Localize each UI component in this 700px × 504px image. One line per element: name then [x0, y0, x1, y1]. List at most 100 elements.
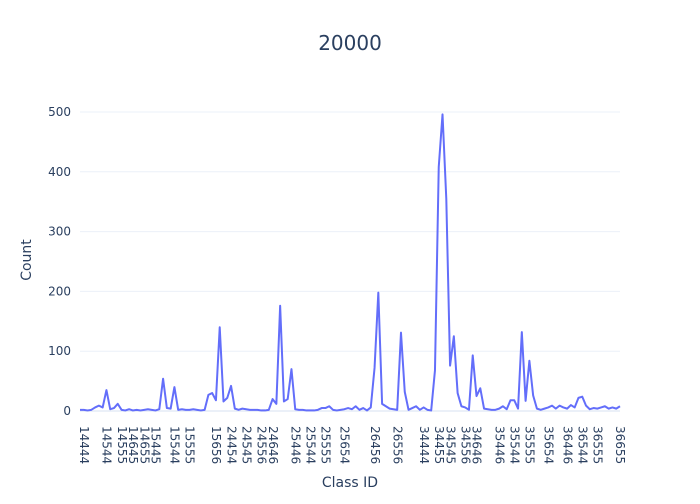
data-point[interactable]	[618, 404, 622, 408]
data-point[interactable]	[135, 408, 139, 412]
data-point[interactable]	[418, 408, 422, 412]
data-point[interactable]	[229, 384, 233, 388]
data-point[interactable]	[221, 399, 225, 403]
data-point[interactable]	[127, 407, 131, 411]
data-point[interactable]	[101, 405, 105, 409]
data-point[interactable]	[471, 353, 475, 357]
data-point[interactable]	[176, 408, 180, 412]
data-point[interactable]	[373, 366, 377, 370]
data-point[interactable]	[146, 407, 150, 411]
data-point[interactable]	[542, 407, 546, 411]
data-point[interactable]	[225, 396, 229, 400]
data-point[interactable]	[501, 404, 505, 408]
data-point[interactable]	[414, 404, 418, 408]
data-point[interactable]	[142, 408, 146, 412]
data-point[interactable]	[131, 408, 135, 412]
data-point[interactable]	[293, 407, 297, 411]
data-point[interactable]	[320, 406, 324, 410]
data-point[interactable]	[199, 408, 203, 412]
data-point[interactable]	[316, 408, 320, 412]
data-point[interactable]	[108, 407, 112, 411]
data-point[interactable]	[512, 398, 516, 402]
data-point[interactable]	[561, 405, 565, 409]
data-point[interactable]	[89, 408, 93, 412]
data-point[interactable]	[308, 408, 312, 412]
data-point[interactable]	[399, 331, 403, 335]
data-point[interactable]	[407, 408, 411, 412]
data-point[interactable]	[169, 407, 173, 411]
data-point[interactable]	[576, 396, 580, 400]
data-point[interactable]	[327, 404, 331, 408]
data-point[interactable]	[384, 404, 388, 408]
data-point[interactable]	[331, 408, 335, 412]
data-point[interactable]	[535, 407, 539, 411]
data-point[interactable]	[554, 407, 558, 411]
data-point[interactable]	[240, 407, 244, 411]
data-point[interactable]	[456, 391, 460, 395]
data-point[interactable]	[475, 394, 479, 398]
data-point[interactable]	[104, 388, 108, 392]
data-point[interactable]	[354, 404, 358, 408]
data-point[interactable]	[584, 404, 588, 408]
data-point[interactable]	[252, 408, 256, 412]
data-point[interactable]	[237, 408, 241, 412]
data-point[interactable]	[203, 408, 207, 412]
data-point[interactable]	[278, 304, 282, 308]
data-point[interactable]	[395, 408, 399, 412]
data-point[interactable]	[391, 407, 395, 411]
data-point[interactable]	[165, 406, 169, 410]
data-point[interactable]	[497, 407, 501, 411]
data-point[interactable]	[248, 408, 252, 412]
data-point[interactable]	[565, 407, 569, 411]
data-point[interactable]	[206, 393, 210, 397]
data-point[interactable]	[289, 367, 293, 371]
data-point[interactable]	[263, 408, 267, 412]
data-point[interactable]	[346, 406, 350, 410]
data-point[interactable]	[422, 405, 426, 409]
data-point[interactable]	[218, 325, 222, 329]
data-point[interactable]	[437, 165, 441, 169]
data-point[interactable]	[97, 404, 101, 408]
data-point[interactable]	[154, 408, 158, 412]
data-point[interactable]	[184, 408, 188, 412]
data-point[interactable]	[603, 404, 607, 408]
data-point[interactable]	[191, 407, 195, 411]
data-point[interactable]	[516, 407, 520, 411]
data-point[interactable]	[467, 408, 471, 412]
data-point[interactable]	[86, 408, 90, 412]
data-point[interactable]	[342, 407, 346, 411]
data-point[interactable]	[459, 404, 463, 408]
data-point[interactable]	[271, 397, 275, 401]
data-point[interactable]	[350, 407, 354, 411]
data-point[interactable]	[259, 408, 263, 412]
data-point[interactable]	[312, 408, 316, 412]
data-point[interactable]	[286, 397, 290, 401]
data-point[interactable]	[339, 408, 343, 412]
data-point[interactable]	[297, 408, 301, 412]
data-point[interactable]	[573, 405, 577, 409]
data-point[interactable]	[425, 408, 429, 412]
data-point[interactable]	[614, 407, 618, 411]
data-point[interactable]	[490, 408, 494, 412]
data-point[interactable]	[546, 405, 550, 409]
data-point[interactable]	[195, 408, 199, 412]
data-point[interactable]	[157, 407, 161, 411]
data-point[interactable]	[323, 406, 327, 410]
data-point[interactable]	[463, 405, 467, 409]
data-point[interactable]	[610, 405, 614, 409]
data-point[interactable]	[255, 408, 259, 412]
data-point[interactable]	[180, 407, 184, 411]
data-point[interactable]	[335, 408, 339, 412]
data-point[interactable]	[267, 408, 271, 412]
data-point[interactable]	[150, 408, 154, 412]
data-point[interactable]	[448, 364, 452, 368]
data-point[interactable]	[452, 334, 456, 338]
data-point[interactable]	[82, 408, 86, 412]
data-point[interactable]	[580, 395, 584, 399]
data-point[interactable]	[172, 385, 176, 389]
data-point[interactable]	[93, 405, 97, 409]
data-point[interactable]	[595, 407, 599, 411]
data-point[interactable]	[569, 403, 573, 407]
data-point[interactable]	[433, 368, 437, 372]
data-point[interactable]	[588, 407, 592, 411]
